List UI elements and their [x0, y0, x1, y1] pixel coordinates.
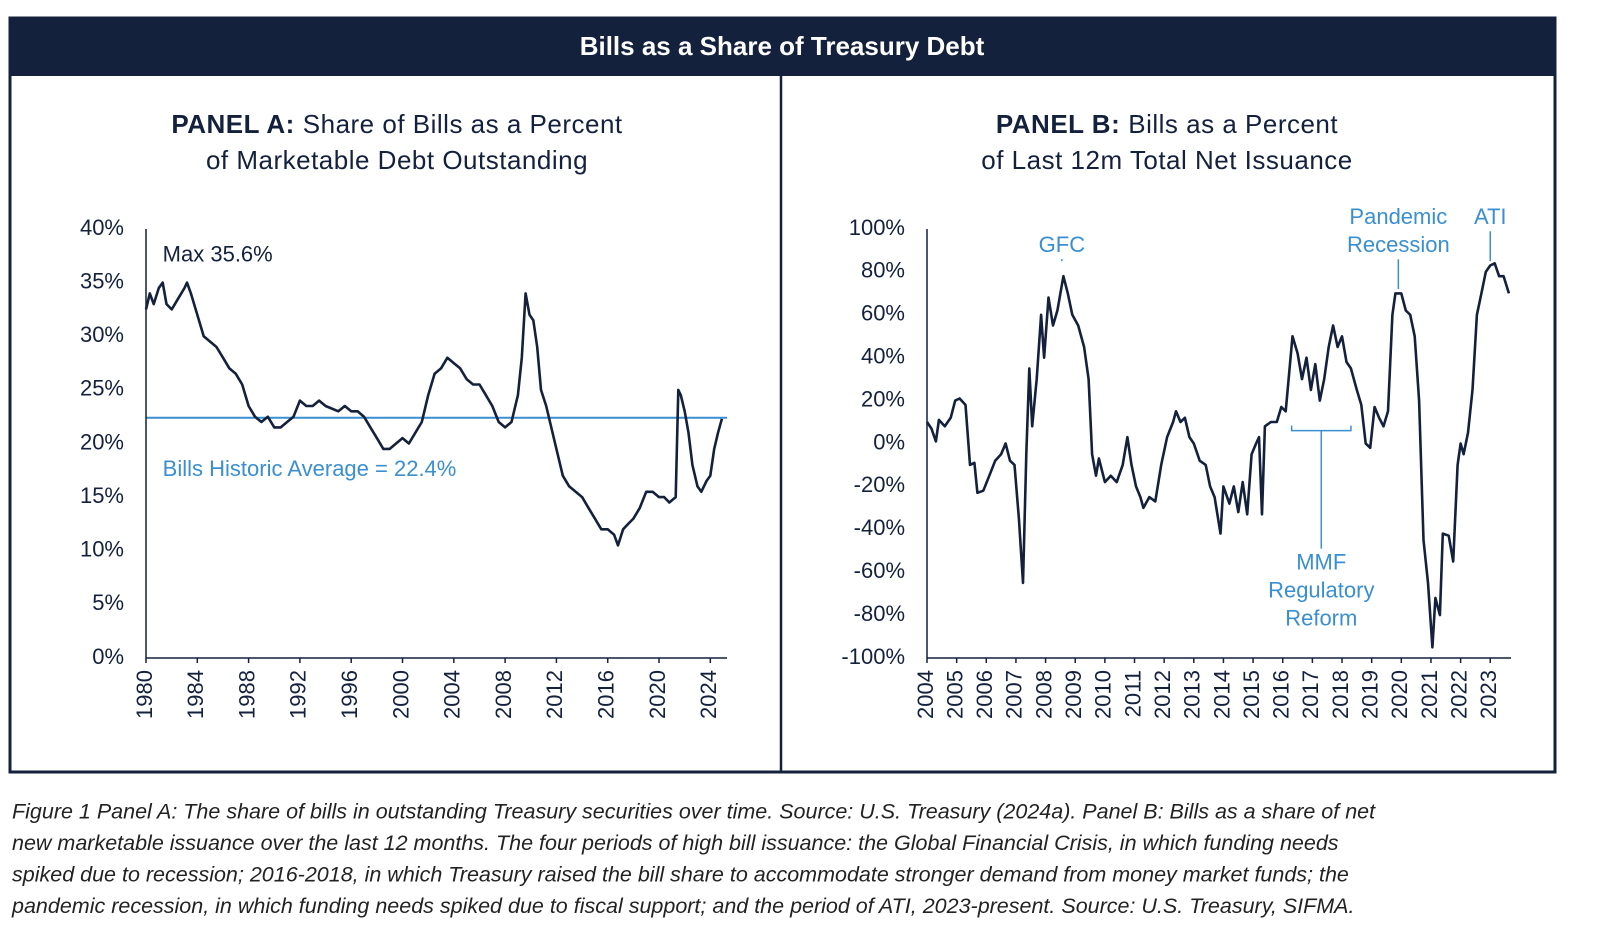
- x-tick-label: 2014: [1209, 670, 1234, 719]
- series-line: [144, 281, 724, 547]
- y-tick-label: 80%: [861, 258, 905, 283]
- series-line: [925, 262, 1511, 649]
- x-tick-label: 2011: [1120, 670, 1145, 717]
- caption-line: spiked due to recession; 2016-2018, in w…: [12, 863, 1349, 887]
- annotation: GFC: [1039, 232, 1086, 257]
- x-tick-label: 1984: [183, 670, 208, 719]
- caption-line: pandemic recession, in which funding nee…: [11, 894, 1354, 918]
- y-tick-label: 20%: [80, 429, 124, 454]
- annotation: Bills Historic Average = 22.4%: [163, 456, 457, 481]
- x-tick-label: 2008: [1031, 670, 1056, 719]
- y-tick-label: 10%: [80, 537, 124, 562]
- x-tick-label: 2013: [1180, 670, 1205, 719]
- x-tick-label: 2024: [696, 670, 721, 719]
- y-tick-label: -40%: [854, 515, 905, 540]
- x-tick-label: 2016: [1269, 670, 1294, 719]
- y-tick-label: 40%: [80, 215, 124, 240]
- y-tick-label: 40%: [861, 344, 905, 369]
- x-tick-label: 2008: [491, 670, 516, 719]
- y-tick-label: 30%: [80, 322, 124, 347]
- y-tick-label: 100%: [849, 215, 905, 240]
- panel-title: PANEL B: Bills as a Percent: [996, 109, 1339, 139]
- x-tick-label: 2015: [1239, 670, 1264, 719]
- x-tick-label: 1996: [337, 670, 362, 719]
- header-bar: [10, 18, 1555, 76]
- panel-title: PANEL A: Share of Bills as a Percent: [171, 109, 623, 139]
- panel-title-line: Bills as a Percent: [1128, 109, 1338, 139]
- annotation: MMF: [1296, 549, 1346, 574]
- panel-label: PANEL B:: [996, 109, 1120, 139]
- x-tick-label: 2004: [913, 670, 938, 719]
- panel-label: PANEL A:: [171, 109, 294, 139]
- annotation: Reform: [1285, 605, 1357, 630]
- caption-line: new marketable issuance over the last 12…: [12, 831, 1339, 855]
- annotation: Regulatory: [1268, 577, 1374, 602]
- y-tick-label: -100%: [841, 644, 905, 669]
- annotation: Pandemic: [1349, 204, 1447, 229]
- annotation: Max 35.6%: [163, 242, 273, 267]
- x-tick-label: 2018: [1328, 670, 1353, 719]
- x-tick-label: 2009: [1061, 670, 1086, 719]
- x-tick-label: 2000: [388, 670, 413, 719]
- x-tick-label: 2020: [1387, 670, 1412, 719]
- y-tick-label: 5%: [92, 590, 124, 615]
- x-tick-label: 2005: [942, 670, 967, 719]
- annotation: ATI: [1474, 204, 1507, 229]
- caption-line: Figure 1 Panel A: The share of bills in …: [12, 800, 1376, 824]
- x-tick-label: 2023: [1476, 670, 1501, 719]
- x-tick-label: 2012: [542, 670, 567, 719]
- y-tick-label: 15%: [80, 483, 124, 508]
- x-tick-label: 2012: [1150, 670, 1175, 719]
- x-tick-label: 2010: [1091, 670, 1116, 719]
- y-tick-label: 20%: [861, 386, 905, 411]
- y-tick-label: 25%: [80, 376, 124, 401]
- y-tick-label: -80%: [854, 601, 905, 626]
- y-tick-label: -20%: [854, 472, 905, 497]
- x-tick-label: 2007: [1002, 670, 1027, 719]
- annotation-bracket: [1290, 425, 1352, 432]
- x-tick-label: 2020: [645, 670, 670, 719]
- x-tick-label: 1980: [132, 670, 157, 719]
- x-tick-label: 2021: [1417, 670, 1442, 719]
- y-tick-label: 0%: [92, 644, 124, 669]
- y-tick-label: 60%: [861, 301, 905, 326]
- x-tick-label: 2004: [440, 670, 465, 719]
- y-tick-label: 0%: [873, 429, 905, 454]
- panel-title: of Marketable Debt Outstanding: [206, 145, 588, 175]
- panel-title-line: Share of Bills as a Percent: [303, 109, 623, 139]
- x-tick-label: 2006: [972, 670, 997, 719]
- x-tick-label: 2022: [1446, 670, 1471, 719]
- x-tick-label: 2016: [594, 670, 619, 719]
- header-title: Bills as a Share of Treasury Debt: [580, 31, 985, 61]
- x-tick-label: 1992: [286, 670, 311, 719]
- x-tick-label: 2017: [1298, 670, 1323, 719]
- x-tick-label: 1988: [234, 670, 259, 719]
- annotation: Recession: [1347, 232, 1450, 257]
- y-tick-label: -60%: [854, 558, 905, 583]
- x-tick-label: 2019: [1357, 670, 1382, 719]
- panel-title: of Last 12m Total Net Issuance: [981, 145, 1353, 175]
- y-tick-label: 35%: [80, 268, 124, 293]
